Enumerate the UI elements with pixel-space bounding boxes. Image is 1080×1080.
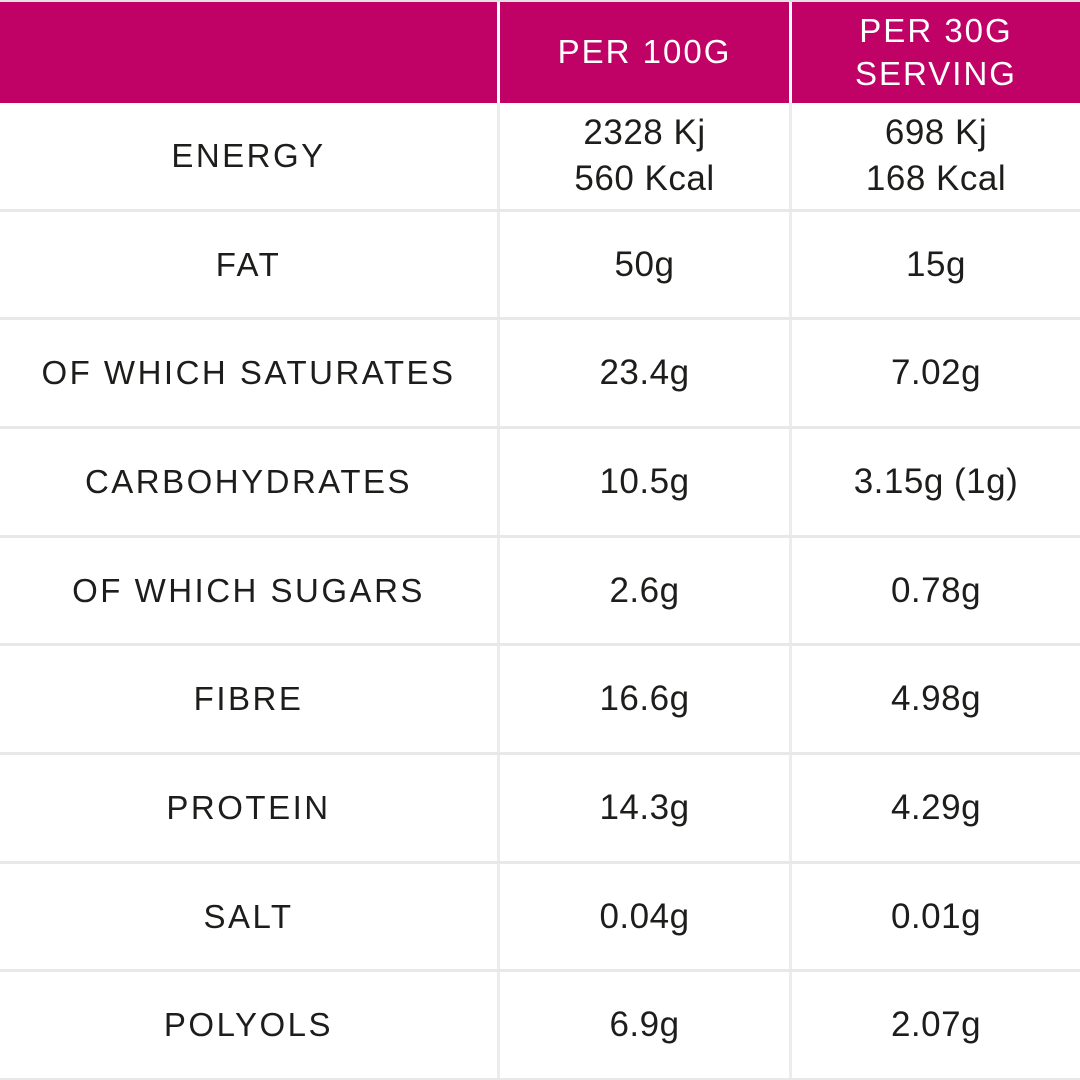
row-label: OF WHICH SUGARS <box>0 537 500 644</box>
value-per-100g: 0.04g <box>500 863 792 970</box>
table-row-polyols: POLYOLS 6.9g 2.07g <box>0 969 1080 1078</box>
value-per-30g: 3.15g (1g) <box>853 462 1019 502</box>
value-per-100g: 23.4g <box>500 320 792 427</box>
table-row-fat: FAT 50g 15g <box>0 208 1080 318</box>
table-row-fibre: FIBRE 16.6g 4.98g <box>0 643 1080 753</box>
table-row-protein: PROTEIN 14.3g 4.29g <box>0 752 1080 861</box>
value-per-100g: 16.6g <box>500 646 792 753</box>
table-row-sugars: OF WHICH SUGARS 2.6g 0.78g <box>0 534 1080 644</box>
table-row-salt: SALT 0.04g 0.01g <box>0 860 1080 970</box>
header-empty-cell <box>0 2 500 103</box>
value-per-30g: 0.01g <box>890 896 982 936</box>
row-label: POLYOLS <box>0 972 500 1078</box>
value-per-30g: 0.78g <box>890 570 982 610</box>
table-row-carbohydrates: CARBOHYDRATES 10.5g 3.15g (1g) <box>0 426 1080 535</box>
row-label: SALT <box>0 863 500 970</box>
value-per-100g: 6.9g <box>500 972 792 1078</box>
value-per-100g: 14.3g <box>500 755 792 861</box>
value-per-30g: 15g <box>906 244 966 284</box>
table-header-row: PER 100G PER 30G SERVING <box>0 2 1080 103</box>
table-row-saturates: OF WHICH SATURATES 23.4g 7.02g <box>0 317 1080 427</box>
value-per-100g: 2328 Kj 560 Kcal <box>500 103 792 209</box>
row-label: CARBOHYDRATES <box>0 429 500 535</box>
value-per-30g: 4.98g <box>890 679 982 719</box>
row-label: FIBRE <box>0 646 500 753</box>
value-per-30g: 4.29g <box>890 788 982 828</box>
value-per-100g: 2.6g <box>500 537 792 644</box>
value-per-100g: 10.5g <box>500 429 792 535</box>
table-row-energy: ENERGY 2328 Kj 560 Kcal 698 Kj 168 Kcal <box>0 103 1080 209</box>
row-label: OF WHICH SATURATES <box>0 320 500 427</box>
header-per-100g-label: PER 100G <box>500 2 792 103</box>
value-per-30g: 698 Kj 168 Kcal <box>865 113 1007 198</box>
row-label: PROTEIN <box>0 755 500 861</box>
value-per-30g: 7.02g <box>890 353 982 393</box>
value-per-100g: 50g <box>500 211 792 318</box>
row-label: ENERGY <box>0 103 500 209</box>
header-per-30g-label: PER 30G SERVING <box>855 11 1017 92</box>
value-per-30g: 2.07g <box>890 1005 982 1045</box>
row-label: FAT <box>0 211 500 318</box>
